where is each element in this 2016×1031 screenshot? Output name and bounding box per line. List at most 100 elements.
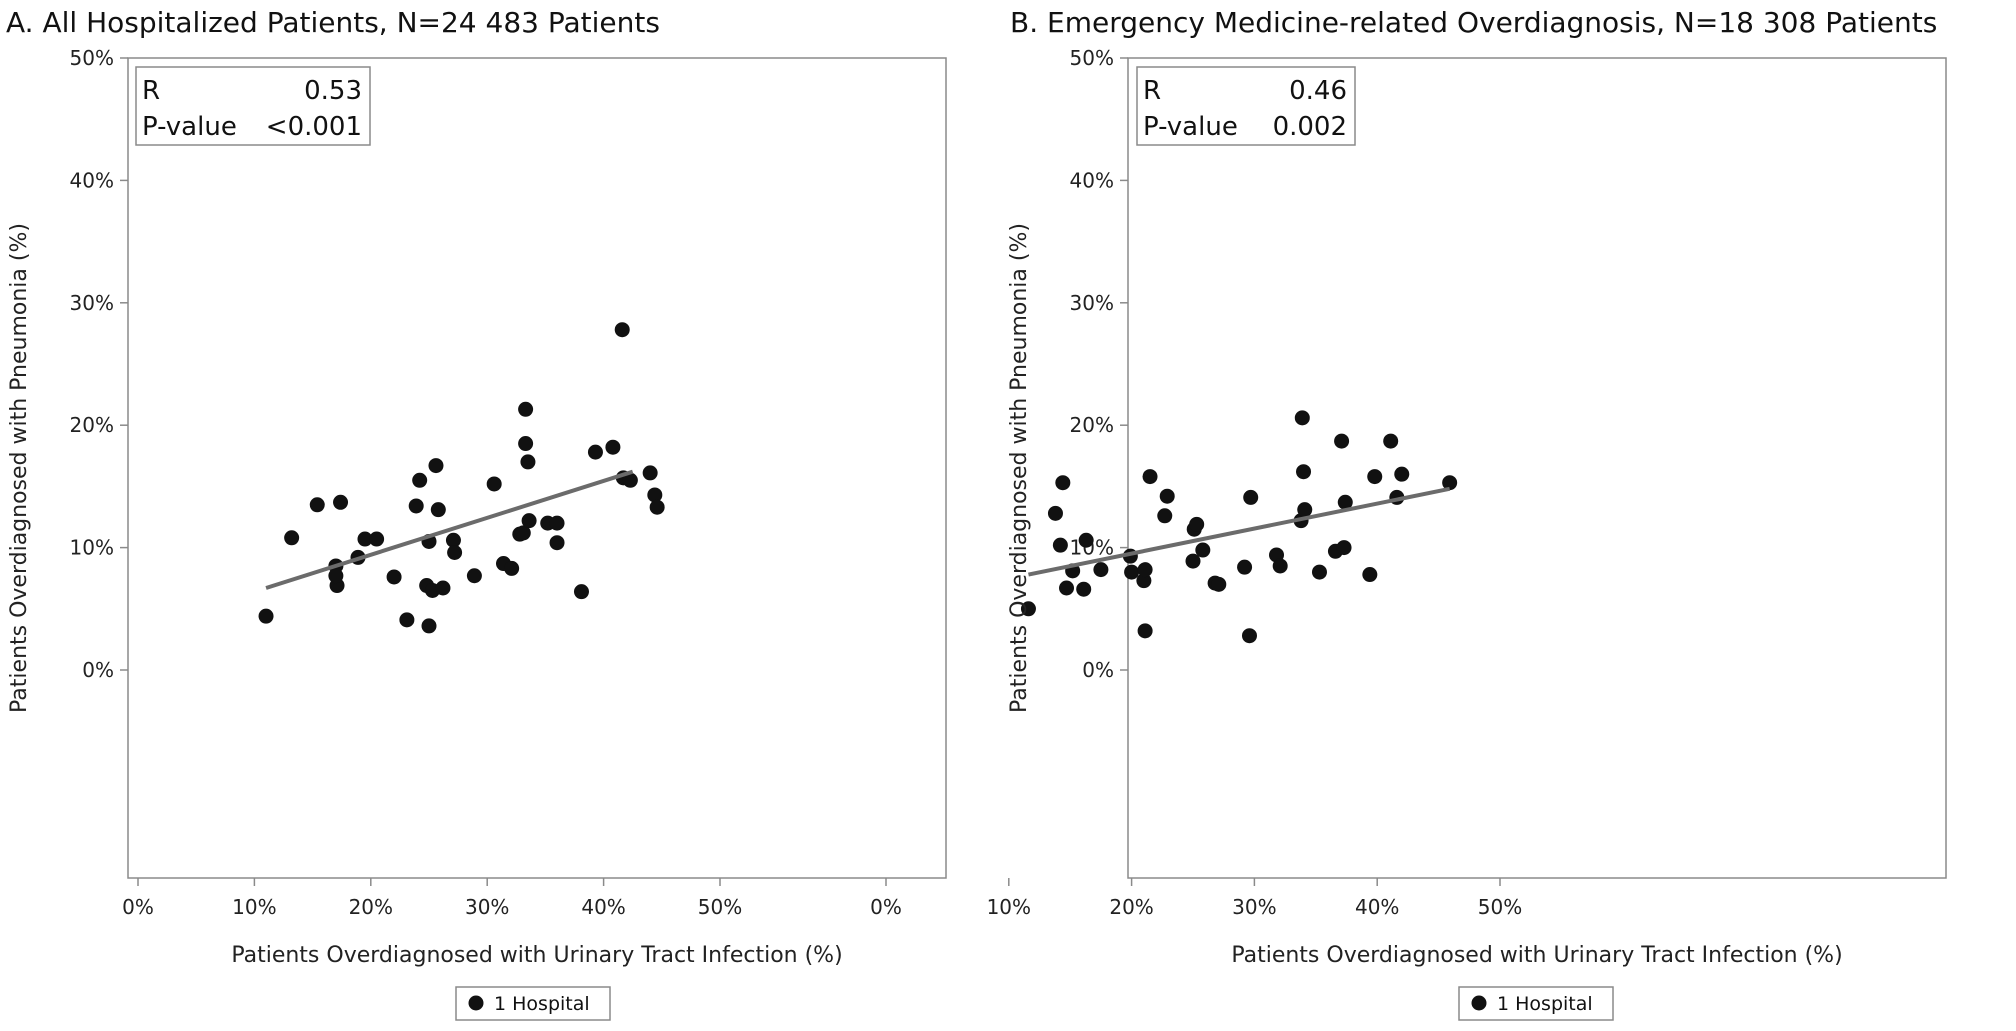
panel-b-p-value: 0.002: [1273, 112, 1347, 142]
panel-b-r-value: 0.46: [1289, 76, 1347, 106]
panel-b-x-tick-label: 40%: [1355, 895, 1399, 919]
panel-a-data-point: [386, 569, 402, 585]
panel-a-data-point: [587, 444, 603, 460]
panel-a-data-point: [328, 568, 344, 584]
panel-a-stats-box: R 0.53 P-value <0.001: [135, 66, 371, 146]
panel-a-y-tick-label: 50%: [70, 46, 114, 70]
panel-b-data-point: [1442, 475, 1458, 491]
panel-b-data-point: [1337, 494, 1353, 510]
panel-b-stats-box: R 0.46 P-value 0.002: [1136, 66, 1356, 146]
panel-a-data-point: [549, 535, 565, 551]
panel-b-points: [1020, 410, 1458, 644]
panel-a-data-point: [518, 436, 534, 452]
panel-b-data-point: [1296, 464, 1312, 480]
panel-a-y-tick-label: 10%: [70, 536, 114, 560]
panel-a-data-point: [515, 525, 531, 541]
panel-b-data-point: [1020, 601, 1036, 617]
panel-a-data-point: [435, 580, 451, 596]
panel-a-data-point: [399, 612, 415, 628]
panel-b-data-point: [1195, 542, 1211, 558]
panel-a-y-tick-label: 30%: [70, 291, 114, 315]
panel-b-x-tick-label: 20%: [1109, 895, 1153, 919]
panel-b-y-tick-label: 50%: [1070, 46, 1114, 70]
panel-b-data-point: [1311, 564, 1327, 580]
panel-a-x-tick-label: 40%: [581, 895, 625, 919]
panel-b-x-tick-label: 10%: [987, 895, 1031, 919]
panel-a-plot-frame: [127, 57, 947, 879]
panel-a-data-point: [520, 454, 536, 470]
panel-b-data-point: [1336, 540, 1352, 556]
panel-a-data-point: [504, 560, 520, 576]
panel-b-x-tick-label: 50%: [1478, 895, 1522, 919]
panel-a: A. All Hospitalized Patients, N=24 483 P…: [6, 6, 947, 1021]
panel-b-data-point: [1243, 489, 1259, 505]
panel-a-data-point: [573, 584, 589, 600]
panel-b-data-point: [1055, 475, 1071, 491]
panel-b-data-point: [1136, 573, 1152, 589]
panel-a-y-tick-label: 20%: [70, 413, 114, 437]
panel-a-legend-label: 1 Hospital: [494, 993, 590, 1015]
panel-a-x-tick-label: 10%: [232, 895, 276, 919]
panel-b-data-point: [1334, 433, 1350, 449]
panel-a-x-tick-label: 0%: [122, 895, 154, 919]
panel-a-data-point: [549, 515, 565, 531]
panel-a-data-point: [430, 502, 446, 518]
panel-a-r-label: R: [142, 76, 160, 106]
panel-b-legend-marker: [1471, 995, 1487, 1011]
panel-b: B. Emergency Medicine-related Overdiagno…: [870, 6, 1947, 1021]
panel-a-data-point: [605, 439, 621, 455]
panel-b-data-point: [1047, 505, 1063, 521]
panel-b-data-point: [1157, 508, 1173, 524]
panel-b-data-point: [1294, 410, 1310, 426]
panel-a-y-tick-label: 0%: [82, 658, 114, 682]
panel-b-data-point: [1185, 553, 1201, 569]
panel-a-data-point: [642, 465, 658, 481]
panel-a-data-point: [649, 499, 665, 515]
panel-a-data-point: [309, 497, 325, 513]
panel-a-data-point: [333, 494, 349, 510]
panel-a-data-point: [518, 401, 534, 417]
panel-a-y-axis-label: Patients Overdiagnosed with Pneumonia (%…: [7, 223, 32, 713]
panel-b-data-point: [1078, 532, 1094, 548]
panel-a-data-point: [421, 618, 437, 634]
panel-b-data-point: [1137, 562, 1153, 578]
panel-a-y-tick-label: 40%: [70, 168, 114, 192]
panel-b-legend: 1 Hospital: [1458, 986, 1614, 1021]
panel-a-x-axis-label: Patients Overdiagnosed with Urinary Trac…: [231, 943, 842, 968]
panel-a-data-point: [258, 608, 274, 624]
panel-a-title: A. All Hospitalized Patients, N=24 483 P…: [6, 6, 660, 39]
panel-b-plot-frame: [1127, 57, 1947, 879]
panel-a-data-point: [466, 568, 482, 584]
panel-b-data-point: [1383, 433, 1399, 449]
panel-b-x-ticks: 0% 10% 20% 30% 40% 50%: [870, 878, 1522, 919]
panel-a-data-point: [428, 458, 444, 474]
panel-b-data-point: [1189, 516, 1205, 532]
panel-b-legend-label: 1 Hospital: [1497, 993, 1593, 1015]
panel-b-x-axis-label: Patients Overdiagnosed with Urinary Trac…: [1231, 943, 1842, 968]
panel-a-x-ticks: 0% 10% 20% 30% 40% 50%: [122, 878, 742, 919]
panel-a-p-value: <0.001: [266, 112, 362, 142]
panel-a-legend: 1 Hospital: [455, 986, 611, 1021]
panel-b-p-label: P-value: [1143, 112, 1238, 142]
panel-a-x-tick-label: 20%: [349, 895, 393, 919]
panel-b-data-point: [1297, 502, 1313, 518]
panel-b-data-point: [1142, 469, 1158, 485]
panel-b-y-tick-label: 0%: [1082, 658, 1114, 682]
panel-a-y-ticks: 0% 10% 20% 30% 40% 50%: [70, 46, 128, 682]
panel-b-trend-line: [1028, 486, 1451, 577]
panel-a-data-point: [412, 472, 428, 488]
panel-b-data-point: [1059, 580, 1075, 596]
panel-a-r-value: 0.53: [304, 76, 362, 106]
panel-a-data-point: [369, 531, 385, 547]
panel-b-y-tick-label: 40%: [1070, 168, 1114, 192]
panel-b-r-label: R: [1143, 76, 1161, 106]
panel-a-data-point: [647, 487, 663, 503]
panel-a-data-point: [408, 498, 424, 514]
panel-b-y-ticks: 0%10%20%30%40%50%: [1070, 46, 1128, 682]
panel-a-data-point: [521, 513, 537, 529]
panel-a-data-point: [447, 544, 463, 560]
panel-a-legend-marker: [468, 995, 484, 1011]
panel-a-points: [258, 322, 665, 634]
panel-b-data-point: [1124, 564, 1140, 580]
